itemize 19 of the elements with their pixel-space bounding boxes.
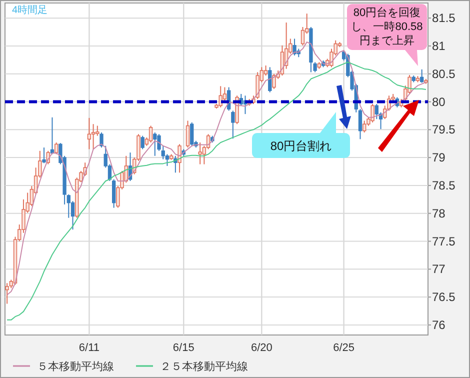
legend-label: ５本移動平均線 [37, 360, 114, 373]
y-tick-label: 81 [432, 38, 446, 53]
y-tick-label: 79.5 [432, 122, 456, 137]
y-tick-label: 80 [432, 94, 446, 109]
x-tick-label: 6/20 [250, 342, 272, 354]
y-tick-label: 76.5 [432, 290, 456, 304]
y-tick-label: 78.5 [432, 178, 456, 192]
x-tick-label: 6/11 [78, 342, 100, 354]
x-tick-label: 6/25 [333, 342, 355, 354]
legend-label: ２５本移動平均線 [160, 360, 248, 373]
y-tick-label: 77.5 [432, 234, 456, 248]
y-tick-label: 79 [432, 150, 446, 165]
y-tick-label: 77 [432, 262, 446, 276]
y-tick-label: 80.5 [432, 66, 456, 81]
y-tick-label: 76 [432, 318, 446, 332]
y-tick-label: 78 [432, 206, 446, 220]
chart-title: 4時間足 [12, 4, 48, 16]
x-tick-label: 6/15 [172, 342, 194, 354]
y-tick-label: 81.5 [432, 11, 456, 26]
